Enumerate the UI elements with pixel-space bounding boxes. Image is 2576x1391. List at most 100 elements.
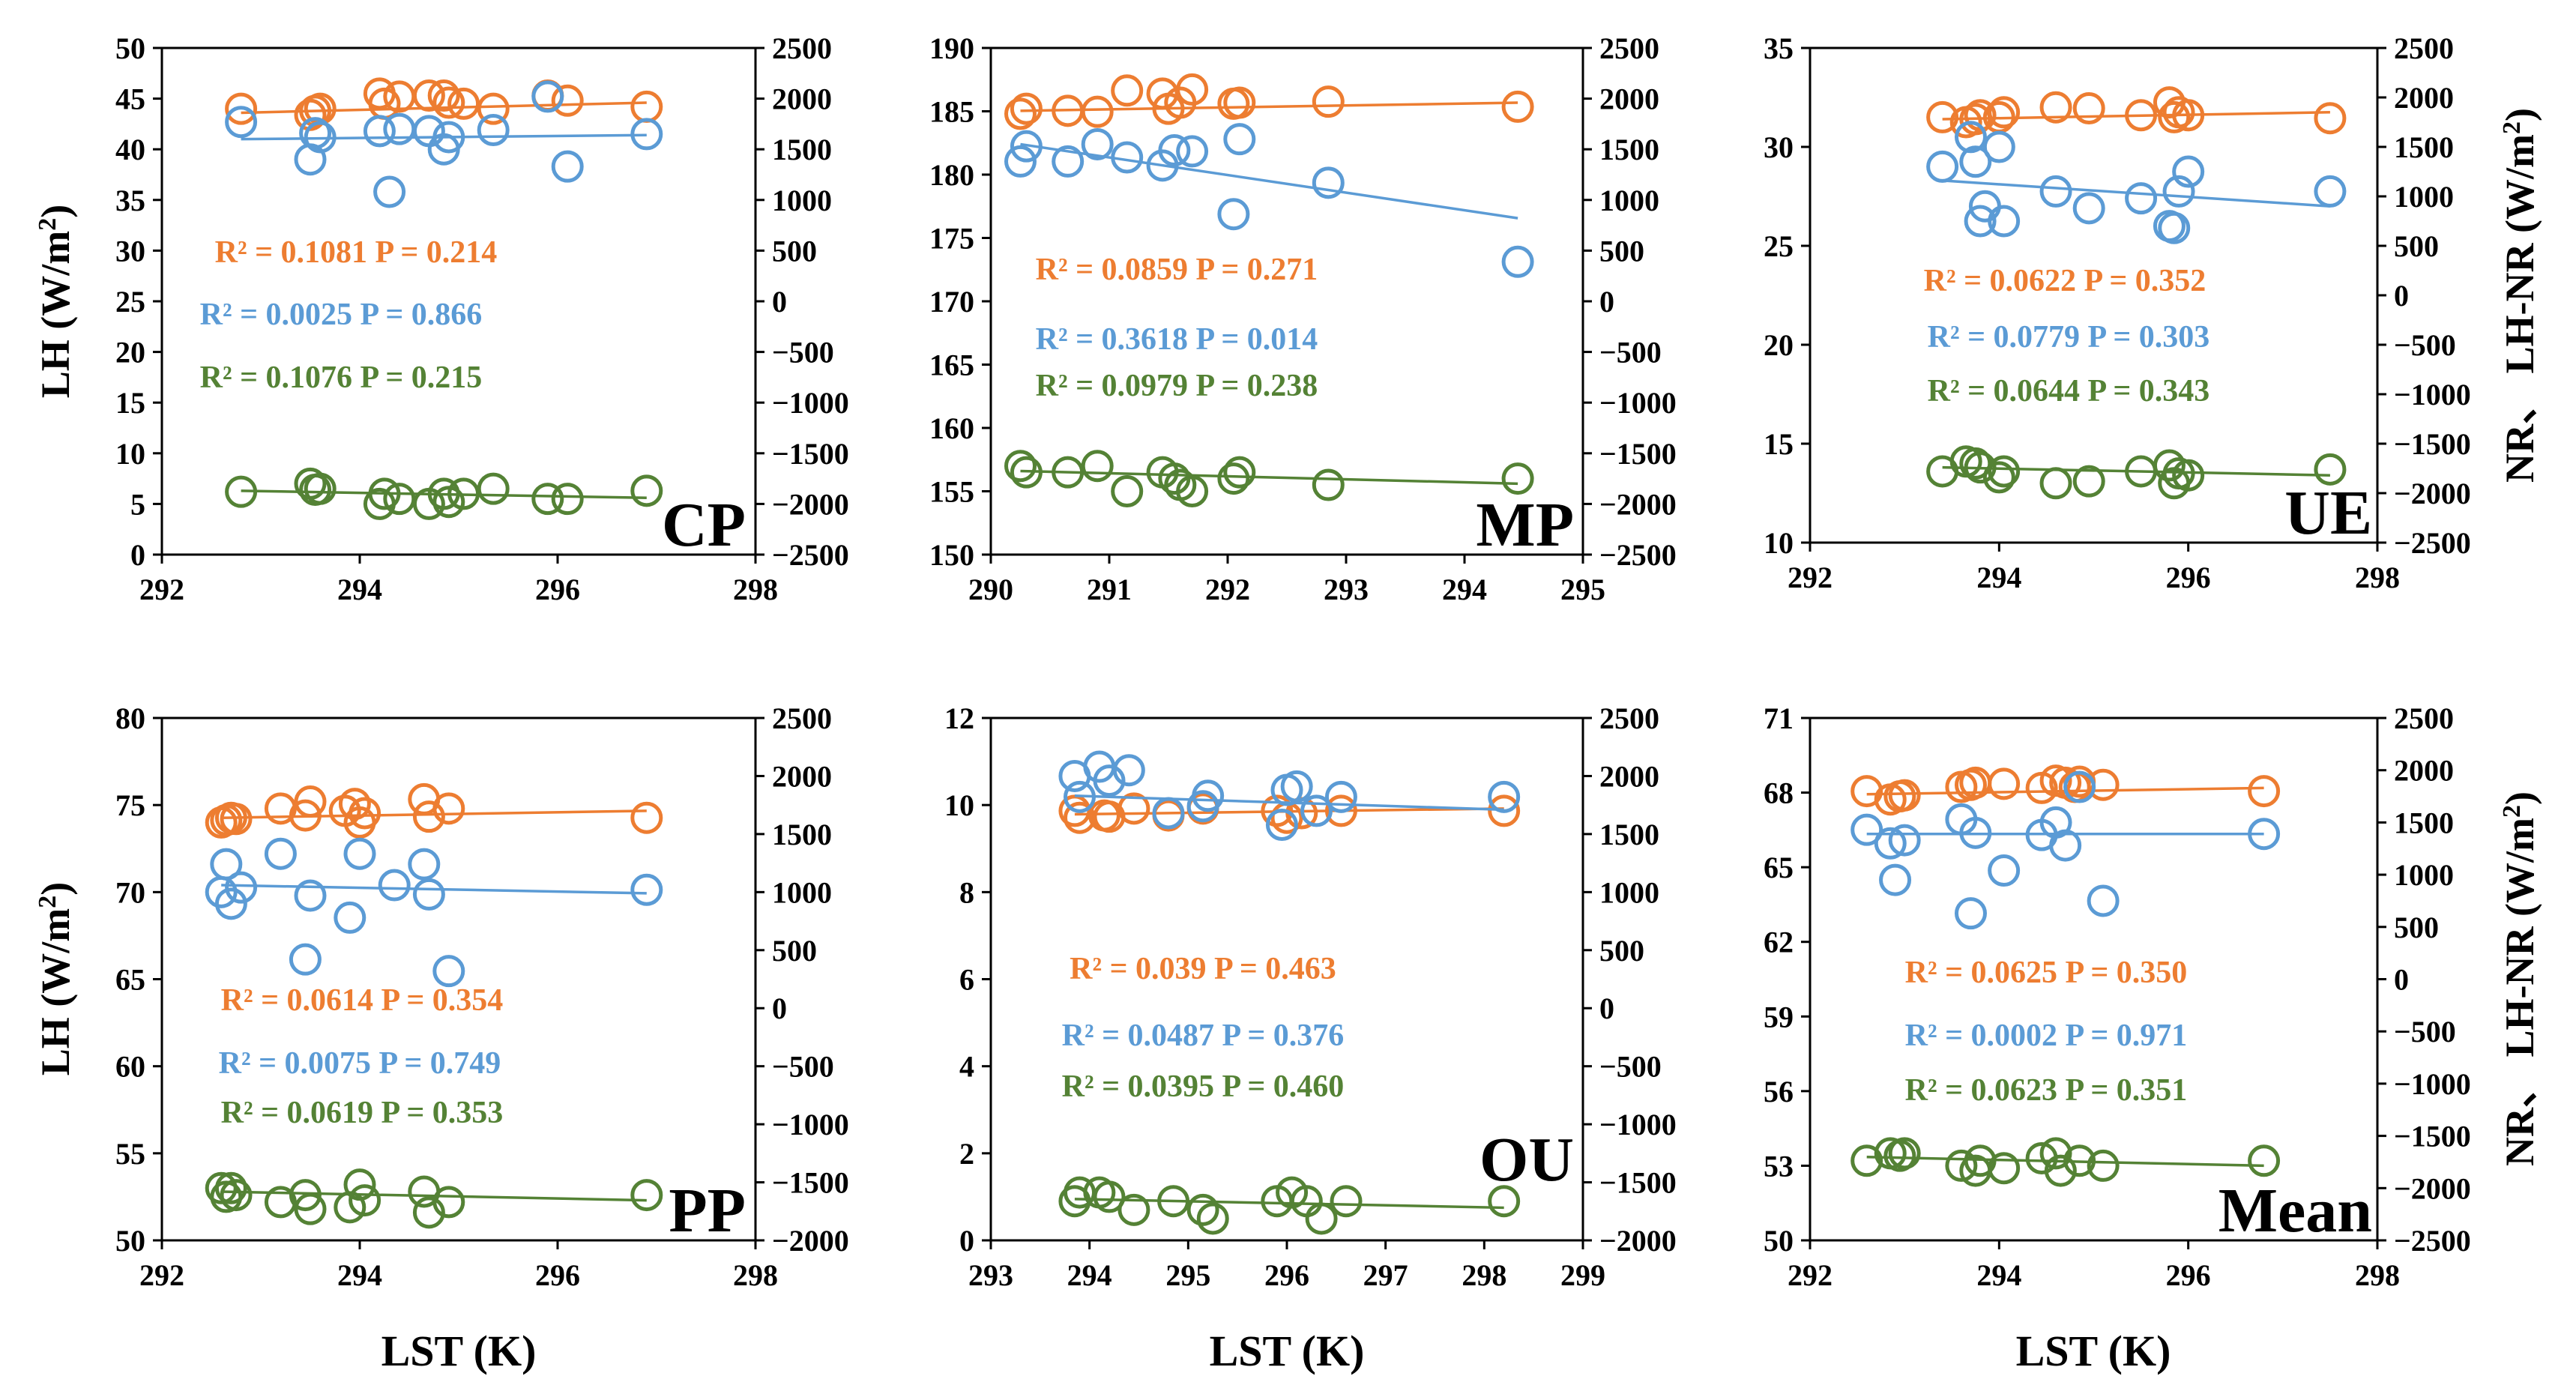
- right-tick-label: 0: [1599, 285, 1614, 319]
- regression-annotation: R² = 0.0859 P = 0.271: [1036, 253, 1318, 287]
- data-point: [225, 106, 258, 139]
- right-tick-label: −2000: [772, 487, 849, 521]
- right-tick-label: −1000: [772, 386, 849, 420]
- right-tick-label: −500: [772, 1050, 834, 1084]
- x-tick-label: 298: [1462, 1258, 1506, 1292]
- data-point: [1093, 764, 1126, 797]
- right-tick-label: 1500: [2394, 130, 2454, 164]
- x-tick-label: 297: [1363, 1258, 1408, 1292]
- left-tick-label: 80: [115, 701, 145, 735]
- data-point: [1010, 130, 1043, 163]
- y-left-title-top: LH (W/m2): [33, 205, 78, 398]
- x-tick-label: 292: [139, 573, 184, 606]
- right-tick-label: 2500: [2394, 701, 2454, 735]
- left-tick-label: 0: [130, 538, 145, 572]
- data-point: [225, 92, 258, 125]
- right-tick-label: 1000: [1599, 875, 1659, 909]
- data-point: [338, 788, 371, 821]
- data-point: [304, 472, 337, 505]
- right-tick-label: 1000: [772, 184, 832, 217]
- panel-mp: 150 155 160 165 170 175 180 185 190 −2500 −2000 −15…: [929, 31, 1677, 606]
- data-point: [551, 150, 584, 183]
- regression-annotation: R² = 0.0614 P = 0.354: [221, 983, 504, 1018]
- x-tick-label: 294: [337, 1258, 382, 1292]
- data-point: [1111, 74, 1144, 107]
- left-tick-label: 12: [944, 701, 974, 735]
- data-point: [1982, 130, 2015, 163]
- data-point: [1064, 780, 1096, 813]
- data-point: [1112, 754, 1145, 787]
- data-point: [1004, 97, 1037, 130]
- data-point: [1093, 1180, 1126, 1213]
- data-point: [294, 879, 327, 912]
- data-point: [1850, 813, 1883, 846]
- left-tick-label: 20: [115, 336, 145, 369]
- left-tick-label: 155: [929, 475, 974, 509]
- data-point: [432, 86, 465, 119]
- data-point: [1081, 95, 1114, 128]
- data-point: [432, 792, 465, 825]
- y-left-title-bottom-part: ): [33, 882, 78, 896]
- y-left-title-bottom-part: 2: [34, 896, 61, 908]
- right-tick-label: −1500: [1599, 437, 1677, 471]
- right-tick-label: −2000: [1599, 487, 1677, 521]
- data-point: [2314, 175, 2347, 208]
- series-lh-nr: [1058, 750, 1521, 841]
- regression-annotation: R² = 0.0625 P = 0.350: [1905, 956, 2188, 990]
- regression-annotation: R² = 0.0619 P = 0.353: [221, 1096, 504, 1130]
- left-tick-label: 40: [115, 133, 145, 166]
- x-title-middle: LST (K): [1210, 1327, 1365, 1375]
- data-point: [1988, 854, 2021, 887]
- data-point: [1176, 135, 1209, 168]
- x-title-left: LST (K): [381, 1327, 537, 1375]
- left-tick-label: 175: [929, 222, 974, 256]
- x-tick-label: 296: [1264, 1258, 1309, 1292]
- panel-cp: 0 5 10 15 20 25 30 35 40 45 50 −2500 −2000 −1500 −1000…: [115, 31, 849, 606]
- panel-mean: 50 53 56 59 62 65 68 71 −2500 −2000 −1500 −1000 −500…: [1764, 701, 2471, 1292]
- data-point: [531, 483, 564, 516]
- right-tick-label: 2000: [2394, 81, 2454, 115]
- left-tick-label: 35: [1764, 31, 1794, 65]
- data-point: [1330, 1185, 1363, 1218]
- right-tick-label: 2000: [1599, 759, 1659, 793]
- right-tick-label: 2500: [1599, 31, 1659, 65]
- data-point: [1988, 767, 2021, 800]
- data-point: [383, 112, 416, 145]
- x-tick-label: 296: [535, 573, 580, 606]
- data-point: [299, 117, 332, 150]
- trendline: [241, 489, 647, 500]
- y-left-title-top-part: 2: [34, 218, 61, 231]
- data-point: [334, 901, 367, 934]
- data-point: [2172, 155, 2205, 188]
- data-point: [412, 800, 445, 833]
- data-point: [1488, 794, 1521, 827]
- regression-annotation: R² = 0.0644 P = 0.343: [1928, 374, 2210, 408]
- data-point: [2039, 175, 2072, 208]
- right-tick-label: −2500: [772, 538, 849, 572]
- regression-annotation: R² = 0.1076 P = 0.215: [200, 360, 483, 395]
- data-point: [2072, 465, 2105, 498]
- data-point: [1117, 1193, 1150, 1226]
- y-right-title-bottom-part: 2: [2498, 805, 2526, 818]
- series-lh: [205, 1168, 663, 1229]
- left-tick-label: 185: [929, 95, 974, 129]
- trendline: [241, 101, 647, 115]
- data-point: [551, 483, 584, 516]
- x-tick-label: 292: [1205, 573, 1250, 606]
- left-tick-label: 50: [1764, 1224, 1794, 1258]
- left-tick-label: 45: [115, 82, 145, 116]
- x-tick-label: 298: [733, 573, 778, 606]
- data-point: [1280, 770, 1313, 803]
- data-point: [2153, 449, 2186, 482]
- trendline: [1942, 111, 2330, 121]
- right-tick-label: 500: [1599, 234, 1644, 268]
- data-point: [1192, 779, 1225, 812]
- data-point: [1879, 863, 1912, 896]
- data-point: [1312, 166, 1345, 199]
- data-point: [2158, 100, 2191, 133]
- data-point: [1964, 99, 1997, 132]
- x-tick-label: 298: [733, 1258, 778, 1292]
- left-tick-label: 5: [130, 487, 145, 521]
- right-tick-label: 0: [2394, 963, 2409, 997]
- series-nr: [1926, 86, 2347, 139]
